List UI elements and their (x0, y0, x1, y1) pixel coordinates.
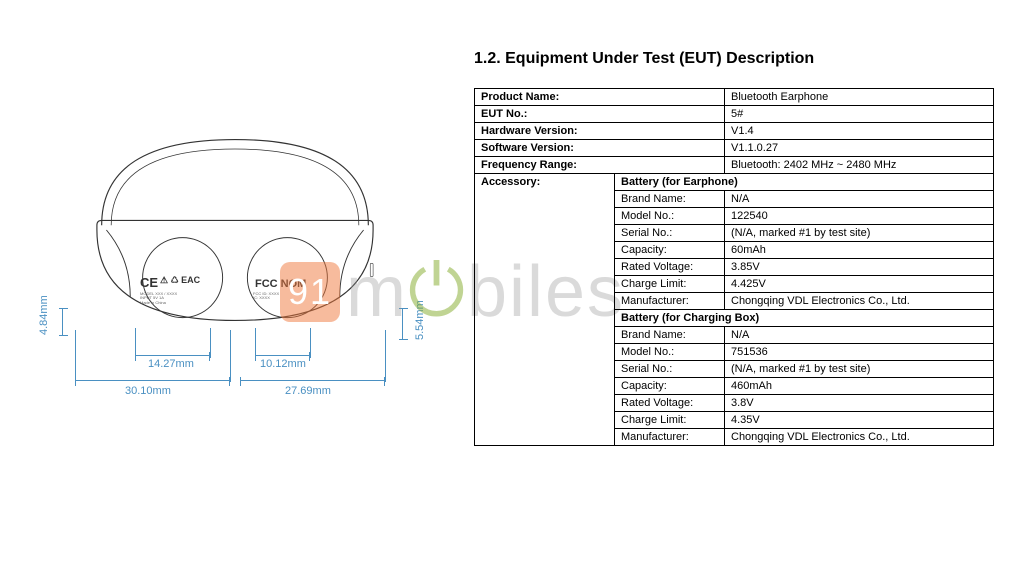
ep-serial-label: Serial No.: (615, 225, 725, 242)
dim-bottom-left-label: 30.10mm (125, 385, 171, 397)
bx-model: 751536 (725, 344, 994, 361)
spec-table: Product Name: Bluetooth Earphone EUT No.… (474, 88, 994, 446)
bx-mfr-label: Manufacturer: (615, 429, 725, 446)
guide-1 (75, 330, 76, 382)
table-row: Frequency Range: Bluetooth: 2402 MHz ~ 2… (475, 157, 994, 174)
bx-charge: 4.35V (725, 412, 994, 429)
section-title: 1.2. Equipment Under Test (EUT) Descript… (474, 50, 994, 68)
bx-model-label: Model No.: (615, 344, 725, 361)
ep-mfr-label: Manufacturer: (615, 293, 725, 310)
battery-earphone-header: Battery (for Earphone) (615, 174, 994, 191)
cert-left-tiny: MODEL XXX / XXXXINPUT 5V 1AMade in China (140, 292, 200, 305)
dim-left-v (62, 308, 63, 336)
eut-no-value: 5# (725, 106, 994, 123)
bx-brand-label: Brand Name: (615, 327, 725, 344)
bx-brand: N/A (725, 327, 994, 344)
ep-model: 122540 (725, 208, 994, 225)
battery-box-header: Battery (for Charging Box) (615, 310, 994, 327)
cert-right-tiny: FCC ID: XXXXIC: XXXX (253, 292, 308, 301)
guide-4 (230, 330, 231, 382)
ep-serial: (N/A, marked #1 by test site) (725, 225, 994, 242)
bx-voltage: 3.8V (725, 395, 994, 412)
dim-inner-left-label: 14.27mm (148, 358, 194, 370)
bx-serial: (N/A, marked #1 by test site) (725, 361, 994, 378)
ep-brand: N/A (725, 191, 994, 208)
guide-7 (385, 330, 386, 382)
ep-capacity: 60mAh (725, 242, 994, 259)
table-row: Product Name: Bluetooth Earphone (475, 89, 994, 106)
table-row: Software Version: V1.1.0.27 (475, 140, 994, 157)
bx-capacity-label: Capacity: (615, 378, 725, 395)
ep-brand-label: Brand Name: (615, 191, 725, 208)
dim-inner-left (135, 355, 210, 356)
earbud-case-diagram: CE ⚠ ♺ EAC MODEL XXX / XXXXINPUT 5V 1AMa… (20, 130, 450, 450)
table-row: EUT No.: 5# (475, 106, 994, 123)
dim-inner-right (255, 355, 310, 356)
sw-value: V1.1.0.27 (725, 140, 994, 157)
ep-mfr: Chongqing VDL Electronics Co., Ltd. (725, 293, 994, 310)
ep-capacity-label: Capacity: (615, 242, 725, 259)
product-name-label: Product Name: (475, 89, 725, 106)
hw-value: V1.4 (725, 123, 994, 140)
freq-value: Bluetooth: 2402 MHz ~ 2480 MHz (725, 157, 994, 174)
table-row: Hardware Version: V1.4 (475, 123, 994, 140)
cert-right-label: FCC NOM (255, 278, 306, 290)
product-name-value: Bluetooth Earphone (725, 89, 994, 106)
spec-panel: 1.2. Equipment Under Test (EUT) Descript… (474, 50, 994, 446)
ep-charge: 4.425V (725, 276, 994, 293)
dim-right-v-label: 5.54mm (414, 300, 426, 340)
dim-left-v-label: 4.84mm (38, 295, 50, 335)
dim-bottom-right (240, 380, 385, 381)
dim-inner-right-label: 10.12mm (260, 358, 306, 370)
bx-serial-label: Serial No.: (615, 361, 725, 378)
freq-label: Frequency Range: (475, 157, 725, 174)
guide-2 (135, 328, 136, 358)
guide-3 (210, 328, 211, 358)
bx-capacity: 460mAh (725, 378, 994, 395)
dim-right-v (402, 308, 403, 340)
ep-model-label: Model No.: (615, 208, 725, 225)
dim-bottom-right-label: 27.69mm (285, 385, 331, 397)
hw-label: Hardware Version: (475, 123, 725, 140)
bx-charge-label: Charge Limit: (615, 412, 725, 429)
eut-no-label: EUT No.: (475, 106, 725, 123)
bx-mfr: Chongqing VDL Electronics Co., Ltd. (725, 429, 994, 446)
accessory-label: Accessory: (475, 174, 615, 446)
ep-charge-label: Charge Limit: (615, 276, 725, 293)
cert-left-icons: ⚠ ♺ EAC (160, 275, 200, 286)
ep-voltage-label: Rated Voltage: (615, 259, 725, 276)
ep-voltage: 3.85V (725, 259, 994, 276)
cert-left-label: CE (140, 275, 158, 290)
dim-bottom-left (75, 380, 230, 381)
case-svg (75, 130, 395, 330)
bx-voltage-label: Rated Voltage: (615, 395, 725, 412)
diagram-panel: CE ⚠ ♺ EAC MODEL XXX / XXXXINPUT 5V 1AMa… (20, 130, 450, 450)
sw-label: Software Version: (475, 140, 725, 157)
guide-5 (255, 328, 256, 358)
guide-6 (310, 328, 311, 358)
table-row: Accessory: Battery (for Earphone) (475, 174, 994, 191)
